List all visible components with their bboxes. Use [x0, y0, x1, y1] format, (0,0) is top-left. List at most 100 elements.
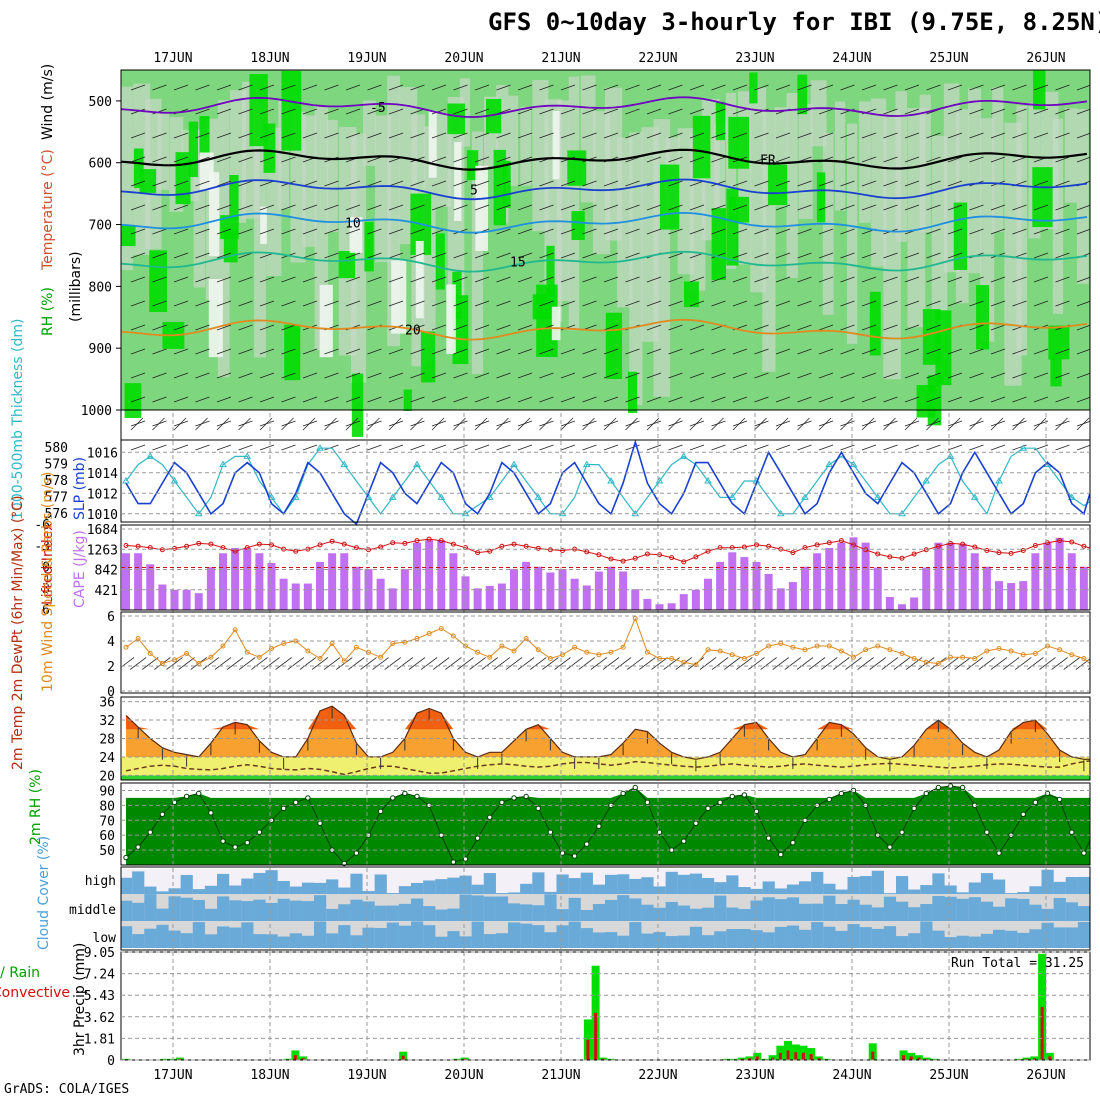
wind-barb — [302, 372, 318, 379]
cloud-bar — [908, 889, 921, 894]
wind-barb — [840, 348, 855, 355]
cloud-bar — [774, 926, 787, 948]
precip-convective-bar — [740, 1058, 744, 1060]
wind-barb — [625, 252, 640, 259]
wind-barb — [238, 348, 253, 355]
wind-barb — [840, 396, 855, 403]
wind-barb — [1076, 372, 1090, 379]
cloud-bar — [362, 901, 375, 921]
li-line — [125, 538, 1090, 563]
rh-point — [984, 829, 990, 835]
wind-barb — [302, 204, 318, 211]
surface-wind-barb — [281, 417, 294, 431]
rh-high-patch — [338, 250, 356, 279]
cloud-bar — [277, 936, 290, 948]
wind-barb — [861, 84, 877, 91]
cloud-bar — [1017, 932, 1030, 948]
li-point — [802, 545, 808, 551]
tick-cape: 842 — [95, 564, 118, 579]
surface-wind-barb — [517, 417, 531, 431]
surface-wind-barb — [754, 417, 767, 431]
cloud-bar — [883, 926, 897, 948]
wind-barb — [840, 372, 855, 379]
cloud-bar — [326, 908, 339, 921]
cloud-bar — [362, 891, 375, 894]
li-point — [681, 559, 687, 565]
wind-barb — [990, 444, 1006, 451]
wind-barb — [281, 84, 296, 91]
wind-barb — [560, 204, 576, 211]
cape-bar — [546, 572, 555, 610]
wind-barb — [818, 204, 834, 211]
date-label-bottom: 17JUN — [153, 1068, 192, 1083]
wind-barb-10m — [857, 657, 874, 670]
isotherm-line — [121, 211, 1088, 234]
wind-barb — [474, 204, 490, 211]
isotherm-label: FR — [760, 154, 776, 169]
wind-barb — [668, 372, 683, 379]
cape-bar — [473, 588, 482, 610]
rh-point — [377, 808, 384, 815]
tick-temp: 36 — [99, 696, 115, 711]
li-point — [960, 541, 966, 547]
wind-barb — [302, 276, 318, 283]
wind-barb — [969, 300, 984, 307]
li-point — [693, 554, 699, 560]
wind-barb — [990, 396, 1006, 403]
wind-barb — [1012, 300, 1027, 307]
wind-speed-point — [269, 646, 274, 651]
wind-barb — [517, 396, 533, 403]
surface-wind-barb — [431, 417, 445, 431]
cloud-bar — [459, 875, 472, 894]
tick-thickness: 576 — [45, 507, 68, 522]
cloud-bar — [932, 896, 945, 921]
cloud-bar — [980, 901, 994, 921]
cloud-bar — [471, 884, 484, 894]
wind-barb — [1012, 372, 1027, 379]
rh-low-patch — [278, 99, 290, 209]
wind-barb-10m — [724, 657, 741, 670]
thickness-point — [1093, 494, 1099, 499]
wind-barb — [410, 108, 425, 115]
thickness-point — [170, 477, 179, 484]
isotherm-label: 20 — [405, 324, 421, 339]
cloud-bar — [459, 894, 472, 921]
rh-low-patch — [968, 88, 982, 274]
wind-speed-line — [125, 617, 1090, 666]
cloud-bar — [447, 877, 460, 894]
li-point — [814, 542, 820, 548]
wind-barb — [947, 84, 963, 91]
thickness-point — [413, 460, 421, 468]
wind-barb — [152, 252, 167, 259]
wind-barb — [668, 228, 683, 235]
wind-barb — [1055, 372, 1070, 379]
wind-barb — [840, 252, 855, 259]
wind-barb — [195, 372, 210, 379]
cloud-bar — [508, 922, 521, 948]
wind-barb — [431, 348, 447, 355]
wind-barb — [238, 396, 253, 403]
wind-barb — [732, 84, 748, 91]
wind-barb — [130, 132, 146, 139]
cape-bar — [1043, 542, 1052, 610]
wind-barb — [281, 324, 296, 331]
cape-bar — [910, 597, 919, 610]
wind-barb — [367, 156, 382, 163]
surface-wind-barb — [302, 417, 316, 431]
rh-point — [293, 799, 299, 806]
wind-barb — [496, 324, 511, 331]
cape-bar — [788, 582, 797, 610]
wind-barb — [668, 348, 683, 355]
wind-barb — [947, 276, 963, 283]
wind-barb-10m — [420, 657, 438, 670]
cloud-level-low: low — [93, 931, 117, 946]
cloud-bar — [289, 886, 302, 894]
wind-barb — [496, 204, 511, 211]
cloud-bar — [726, 875, 739, 894]
wind-barb — [603, 348, 619, 355]
wind-barb — [281, 372, 296, 379]
rh-point — [596, 823, 602, 829]
rh-high-patch — [1050, 355, 1062, 387]
cape-bar — [970, 553, 979, 610]
wind-barb — [732, 252, 748, 259]
